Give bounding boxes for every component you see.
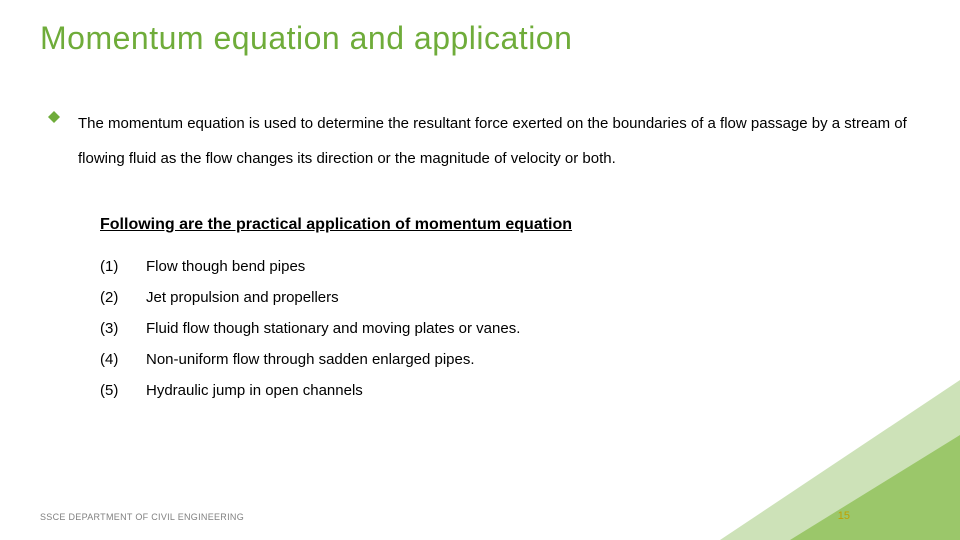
sub-heading: Following are the practical application …	[100, 216, 920, 234]
list-item: (5) Hydraulic jump in open channels	[100, 382, 920, 399]
footer-text: SSCE DEPARTMENT OF CIVIL ENGINEERING	[40, 512, 244, 522]
bullet-block: The momentum equation is used to determi…	[48, 107, 920, 176]
slide-container: Momentum equation and application The mo…	[0, 0, 960, 540]
item-text: Jet propulsion and propellers	[146, 289, 339, 306]
item-text: Fluid flow though stationary and moving …	[146, 320, 520, 337]
item-text: Hydraulic jump in open channels	[146, 382, 363, 399]
list-item: (1) Flow though bend pipes	[100, 258, 920, 275]
item-number: (4)	[100, 351, 126, 368]
list-item: (2) Jet propulsion and propellers	[100, 289, 920, 306]
list-item: (3) Fluid flow though stationary and mov…	[100, 320, 920, 337]
numbered-list: (1) Flow though bend pipes (2) Jet propu…	[100, 258, 920, 399]
bullet-text: The momentum equation is used to determi…	[78, 107, 920, 176]
slide-title: Momentum equation and application	[40, 20, 920, 57]
item-number: (3)	[100, 320, 126, 337]
list-item: (4) Non-uniform flow through sadden enla…	[100, 351, 920, 368]
item-number: (2)	[100, 289, 126, 306]
item-text: Flow though bend pipes	[146, 258, 305, 275]
page-number: 15	[838, 510, 850, 522]
item-number: (1)	[100, 258, 126, 275]
item-number: (5)	[100, 382, 126, 399]
diamond-icon	[48, 111, 60, 123]
corner-decoration	[700, 380, 960, 540]
item-text: Non-uniform flow through sadden enlarged…	[146, 351, 475, 368]
